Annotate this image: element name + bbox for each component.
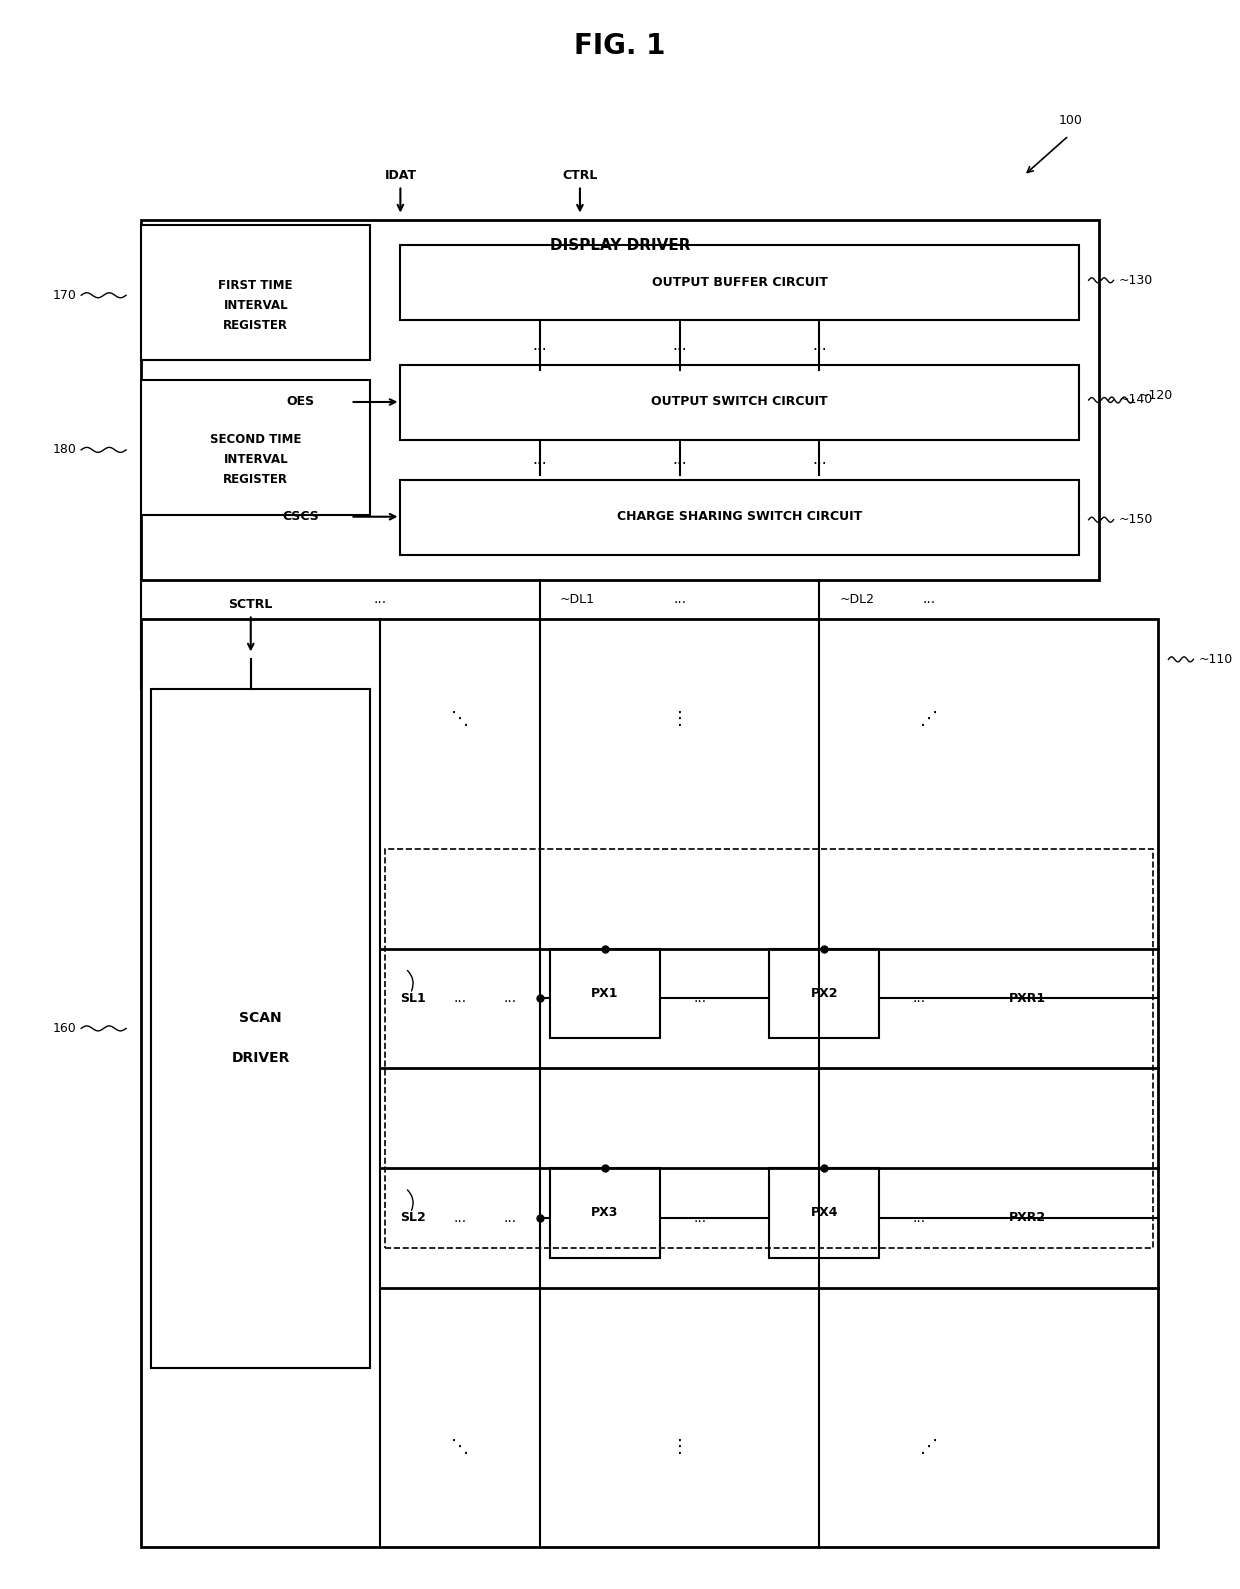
Bar (770, 949, 879, 1038)
Text: ⋰: ⋰ (920, 710, 937, 728)
Text: PXR1: PXR1 (1009, 992, 1047, 1004)
Text: ...: ... (913, 992, 925, 1006)
Text: PX2: PX2 (811, 987, 838, 999)
Text: PX3: PX3 (591, 1206, 619, 1219)
Text: SL2: SL2 (401, 1211, 427, 1225)
Text: REGISTER: REGISTER (223, 319, 288, 332)
Bar (141, 221, 1099, 580)
Text: ...: ... (913, 1211, 925, 1225)
Text: 180: 180 (52, 443, 76, 456)
Text: ⋮: ⋮ (671, 710, 688, 728)
Text: ...: ... (672, 453, 687, 467)
Bar (401, 480, 1079, 555)
Text: ~140: ~140 (1118, 394, 1153, 407)
Text: REGISTER: REGISTER (223, 474, 288, 486)
Text: ...: ... (923, 593, 936, 607)
Bar (401, 365, 1079, 440)
Text: FIRST TIME: FIRST TIME (218, 278, 293, 292)
Text: CHARGE SHARING SWITCH CIRCUIT: CHARGE SHARING SWITCH CIRCUIT (616, 510, 862, 523)
Text: ...: ... (503, 1211, 517, 1225)
Text: ...: ... (533, 337, 547, 353)
Bar (551, 1168, 660, 1258)
Text: IDAT: IDAT (384, 168, 417, 183)
Text: 170: 170 (52, 289, 76, 302)
Text: ~120: ~120 (1138, 388, 1173, 402)
Text: PXR2: PXR2 (1009, 1211, 1047, 1225)
Text: OUTPUT SWITCH CIRCUIT: OUTPUT SWITCH CIRCUIT (651, 396, 828, 408)
Text: ...: ... (533, 453, 547, 467)
Bar (141, 226, 371, 361)
Text: 160: 160 (52, 1022, 76, 1034)
Bar (151, 690, 371, 1368)
Text: ...: ... (454, 1211, 466, 1225)
Text: CTRL: CTRL (562, 168, 598, 183)
Text: SCAN: SCAN (239, 1012, 281, 1025)
Text: INTERVAL: INTERVAL (223, 299, 288, 311)
Bar (551, 949, 660, 1038)
Text: CSCS: CSCS (283, 510, 319, 523)
Text: ...: ... (693, 1211, 707, 1225)
Text: ...: ... (693, 992, 707, 1006)
Bar (401, 245, 1079, 321)
Bar (386, 849, 1153, 1247)
Text: ...: ... (812, 337, 827, 353)
Text: DRIVER: DRIVER (232, 1052, 290, 1065)
Text: ⋮: ⋮ (671, 1438, 688, 1457)
Text: PX4: PX4 (811, 1206, 838, 1219)
Bar (141, 380, 371, 515)
Text: ...: ... (503, 992, 517, 1006)
Text: SECOND TIME: SECOND TIME (210, 434, 301, 447)
Text: INTERVAL: INTERVAL (223, 453, 288, 466)
Text: FIG. 1: FIG. 1 (574, 32, 666, 60)
Bar (770, 1168, 879, 1258)
Text: ...: ... (374, 593, 387, 607)
Text: ~DL1: ~DL1 (560, 593, 595, 605)
Text: ⋱: ⋱ (451, 1438, 469, 1457)
Text: ...: ... (672, 337, 687, 353)
Text: ...: ... (673, 593, 686, 607)
Text: SCTRL: SCTRL (228, 597, 273, 612)
Text: DISPLAY DRIVER: DISPLAY DRIVER (549, 238, 691, 253)
Text: ...: ... (454, 992, 466, 1006)
Bar (141, 620, 1158, 1548)
Text: ~110: ~110 (1198, 653, 1233, 666)
Text: ~130: ~130 (1118, 273, 1153, 286)
Text: ~150: ~150 (1118, 513, 1153, 526)
Text: SL1: SL1 (401, 992, 427, 1004)
Text: ~DL2: ~DL2 (839, 593, 874, 605)
Text: ⋰: ⋰ (920, 1438, 937, 1457)
Text: OUTPUT BUFFER CIRCUIT: OUTPUT BUFFER CIRCUIT (651, 276, 827, 289)
Text: ...: ... (812, 453, 827, 467)
Text: PX1: PX1 (591, 987, 619, 999)
Text: OES: OES (286, 396, 315, 408)
Text: ⋱: ⋱ (451, 710, 469, 728)
Text: 100: 100 (1059, 114, 1083, 127)
